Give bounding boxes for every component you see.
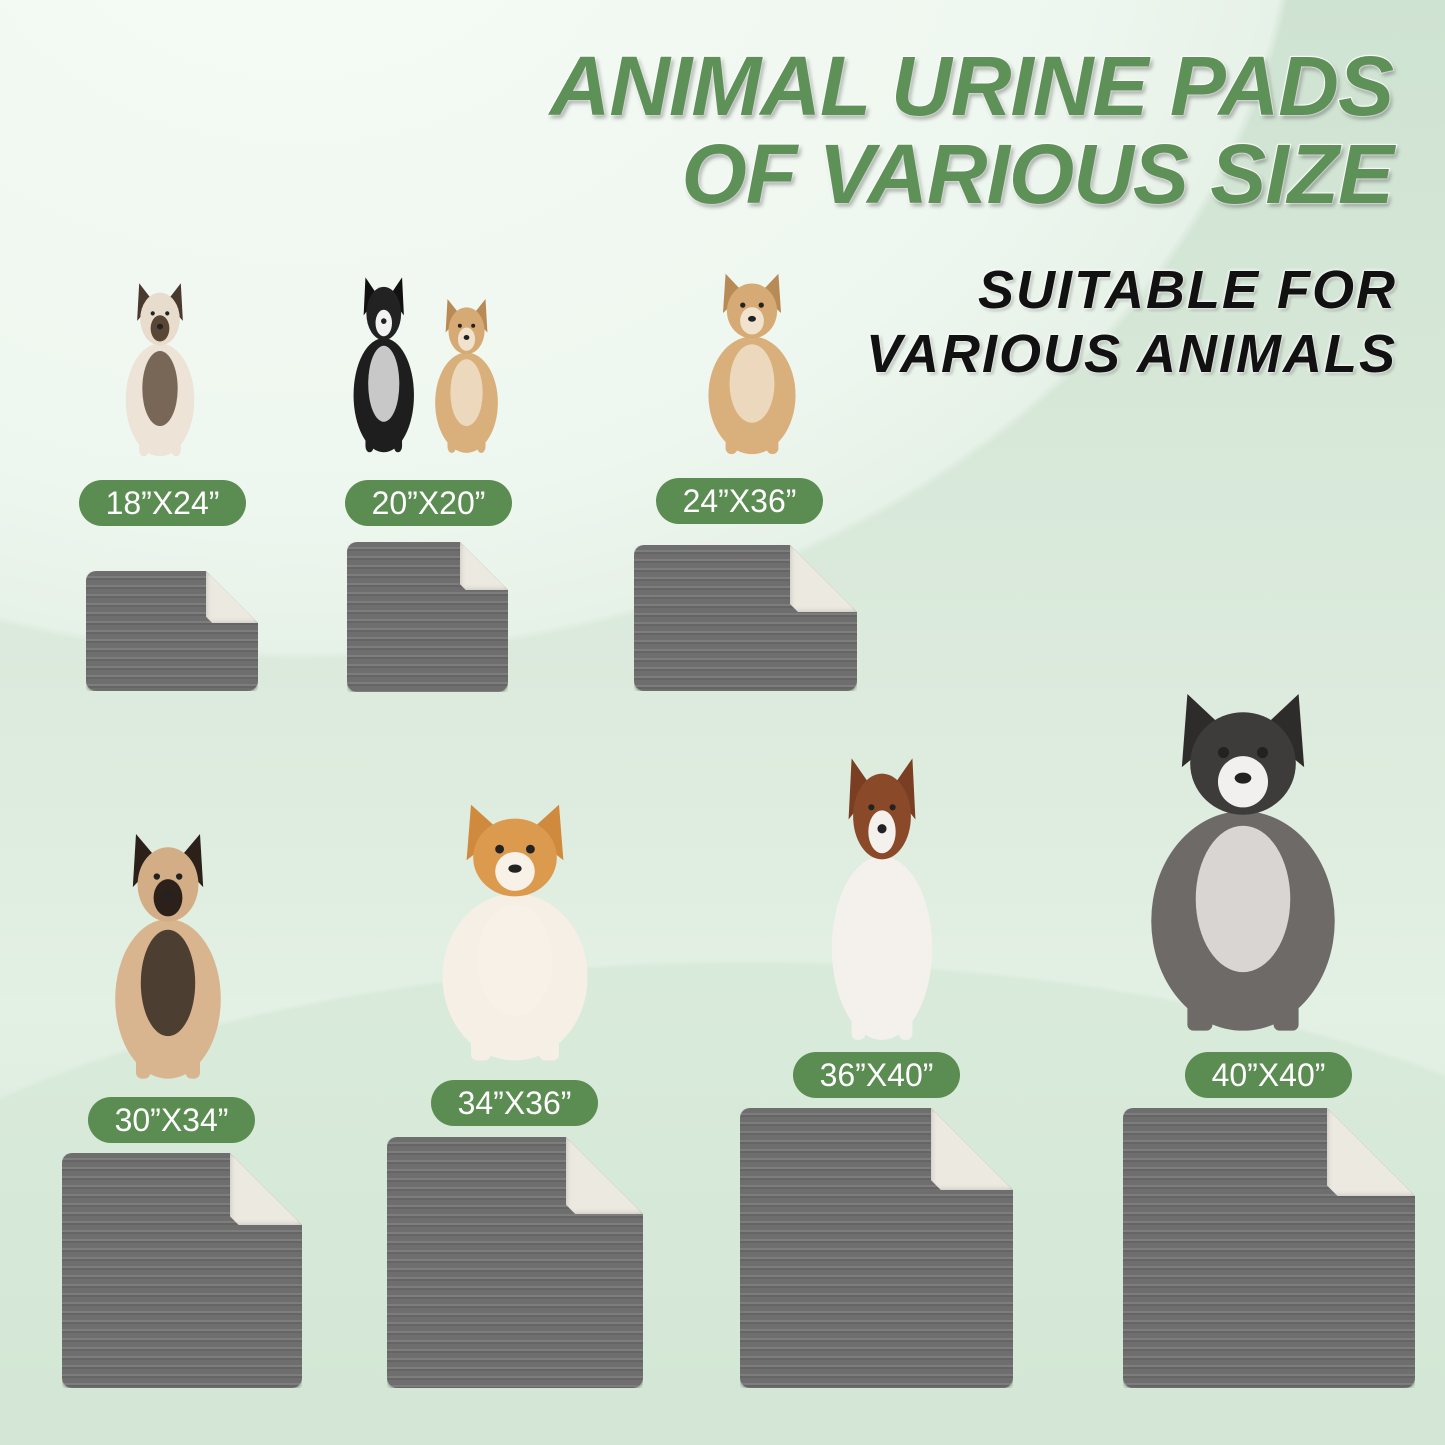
subheadline-line1: SUITABLE FOR	[978, 260, 1397, 320]
pad-image	[86, 571, 258, 691]
husky-illustration	[1151, 693, 1335, 1031]
pad-surface	[347, 542, 508, 692]
pad-image	[740, 1108, 1013, 1388]
australian-shepherd-illustration	[831, 758, 933, 1040]
tan-dog-illustration	[708, 273, 796, 455]
cat-illustration	[353, 277, 414, 453]
pug-illustration	[115, 833, 221, 1079]
corgi-illustration	[442, 804, 588, 1061]
pad-image	[634, 545, 857, 691]
subheadline-line2: VARIOUS ANIMALS	[865, 324, 1397, 384]
subheadline: SUITABLE FOR VARIOUS ANIMALS	[866, 258, 1397, 386]
size-label: 24”X36”	[656, 478, 823, 524]
headline-line1: ANIMAL URINE PADS	[549, 39, 1395, 133]
headline-line2: OF VARIOUS SIZE	[680, 127, 1395, 221]
pad-folded-corner	[931, 1108, 1013, 1190]
pad-image	[387, 1137, 643, 1388]
size-label: 30”X34”	[88, 1097, 255, 1143]
pad-image	[1123, 1108, 1415, 1388]
pad-image	[347, 542, 508, 692]
pad-folded-corner	[566, 1137, 643, 1214]
animal-husky	[1104, 672, 1382, 1043]
animal-corgi	[405, 788, 625, 1071]
animal-siamese-cat	[108, 272, 212, 465]
pad-image	[62, 1153, 302, 1388]
size-label: 36”X40”	[793, 1052, 960, 1098]
pad-folded-corner	[206, 571, 258, 623]
size-label: 40”X40”	[1185, 1052, 1352, 1098]
siamese-cat-illustration	[125, 283, 195, 457]
pad-folded-corner	[230, 1153, 302, 1225]
puppy-illustration	[435, 298, 498, 453]
animal-australian-shepherd	[806, 740, 958, 1051]
pad-surface	[1123, 1108, 1415, 1388]
headline: ANIMAL URINE PADS OF VARIOUS SIZE	[549, 39, 1395, 221]
size-label: 18”X24”	[79, 480, 246, 526]
size-label: 20”X20”	[345, 480, 512, 526]
pad-surface	[634, 545, 857, 691]
pad-folded-corner	[460, 542, 508, 590]
pad-folded-corner	[1327, 1108, 1415, 1196]
pad-surface	[387, 1137, 643, 1388]
pad-surface	[86, 571, 258, 691]
pad-folded-corner	[790, 545, 857, 612]
animal-pug	[88, 818, 248, 1089]
size-label: 34”X36”	[431, 1080, 598, 1126]
animal-tan-dog	[686, 262, 818, 463]
pad-surface	[62, 1153, 302, 1388]
